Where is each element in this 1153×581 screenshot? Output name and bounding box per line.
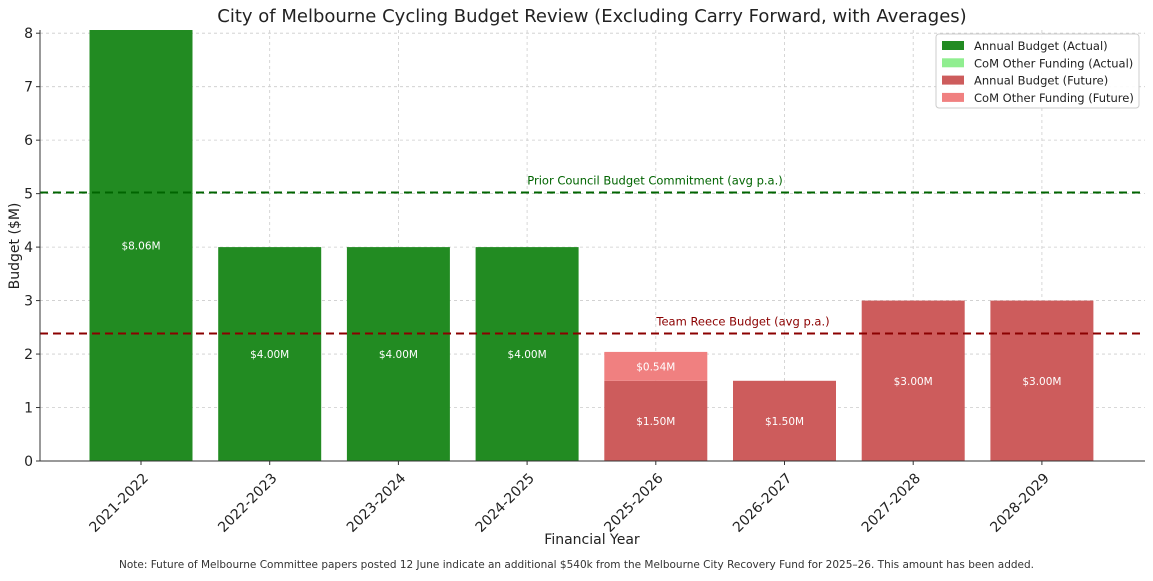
bar-value-label: $3.00M: [894, 376, 933, 388]
y-axis-label: Budget ($M): [7, 203, 23, 290]
x-tick-label: 2021-2022: [87, 471, 152, 536]
y-tick-label: 4: [24, 240, 33, 256]
bar: [604, 351, 708, 381]
y-tick-label: 3: [24, 294, 33, 310]
x-tick-label: 2028-2029: [987, 471, 1052, 536]
legend-swatch: [942, 92, 964, 102]
x-tick-label: 2022-2023: [215, 471, 280, 536]
x-tick-label: 2025-2026: [601, 470, 666, 535]
reference-line-label: Prior Council Budget Commitment (avg p.a…: [527, 174, 782, 188]
legend-entry: CoM Other Funding (Actual): [974, 56, 1133, 70]
x-tick-label: 2027-2028: [859, 471, 924, 536]
bar: [990, 300, 1094, 461]
x-tick-label: 2023-2024: [344, 470, 409, 535]
bar-value-label: $4.00M: [508, 349, 547, 361]
bar: [475, 247, 579, 461]
legend-entry: CoM Other Funding (Future): [974, 91, 1134, 105]
bar-value-label: $4.00M: [250, 349, 289, 361]
bar: [218, 247, 322, 461]
reference-line-label: Team Reece Budget (avg p.a.): [655, 314, 829, 328]
x-tick-label: 2024-2025: [473, 471, 538, 536]
bar: [89, 30, 193, 461]
bar: [733, 380, 836, 461]
bar-value-label: $1.50M: [636, 416, 675, 428]
y-tick-label: 8: [24, 26, 33, 42]
y-tick-label: 6: [24, 133, 33, 149]
bar-value-label: $3.00M: [1022, 376, 1061, 388]
y-tick-label: 0: [24, 454, 33, 470]
y-tick-label: 1: [24, 401, 33, 417]
bar-value-label: $8.06M: [121, 241, 160, 253]
y-tick-label: 5: [24, 187, 33, 203]
bar: [604, 380, 708, 461]
chart-svg: 0 1 2 3 4 5 6 7 8 $8.06M $4.00M $4.00M $4.00M $1.50M $…: [7, 6, 1145, 548]
bar-value-label: $4.00M: [379, 349, 418, 361]
bar-value-label: $0.54M: [636, 361, 675, 373]
bar: [861, 300, 965, 461]
legend-swatch: [942, 41, 964, 50]
bar: [346, 247, 450, 461]
chart-title: City of Melbourne Cycling Budget Review …: [217, 6, 966, 27]
legend-entry: Annual Budget (Future): [974, 74, 1108, 88]
legend-swatch: [942, 75, 964, 85]
bar-value-label: $1.50M: [765, 416, 804, 428]
x-tick-label: 2026-2027: [730, 471, 795, 536]
legend-swatch: [942, 58, 964, 68]
footnote: Note: Future of Melbourne Committee pape…: [118, 559, 1035, 571]
x-axis-label: Financial Year: [544, 532, 640, 548]
legend-entry: Annual Budget (Actual): [974, 39, 1108, 53]
y-tick-label: 2: [24, 347, 33, 363]
legend-box: [935, 33, 1140, 109]
y-tick-label: 7: [24, 80, 33, 96]
